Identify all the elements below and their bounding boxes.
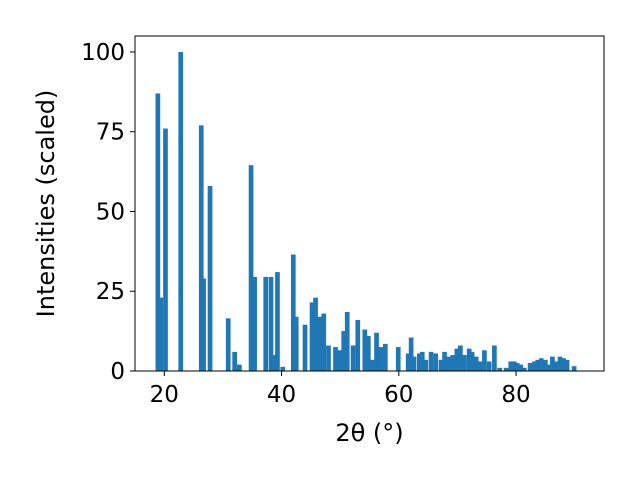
y-tick-label: 50 [96,199,125,225]
bar [535,359,541,371]
bar [321,313,327,371]
bar [382,343,388,371]
bar [423,359,429,371]
x-axis: 20 40 60 80 [150,371,531,408]
bar [438,359,444,371]
bar [178,51,184,371]
bar [275,272,280,371]
y-tick-label: 100 [81,40,125,66]
y-axis-label: Intensities (scaled) [32,90,60,318]
bar [521,367,527,371]
bar [446,356,451,371]
bar [477,361,483,371]
bar [518,364,524,371]
bar [571,366,577,371]
bar [473,356,479,371]
bar [293,316,299,371]
bar [527,363,533,371]
bar [433,353,439,371]
bar [309,302,315,371]
bar [503,367,509,371]
bar [163,128,168,371]
y-tick-label: 25 [96,279,125,305]
bar [158,297,164,371]
bar [252,276,257,371]
bar [408,337,414,371]
bar [280,366,286,371]
bar [237,364,242,371]
bar [466,348,472,371]
bar [333,347,338,371]
bar [411,356,417,371]
bar [546,364,552,371]
bar [350,345,356,371]
bar [419,351,425,371]
bar [561,358,566,371]
bar [416,353,422,371]
bar [337,350,342,371]
bar [482,350,487,371]
bar [378,347,383,371]
bar [531,361,537,371]
bar [248,165,254,371]
x-tick-label: 40 [267,382,296,408]
bar [225,318,231,371]
x-tick-label: 60 [384,382,413,408]
bars [155,51,577,372]
bar [543,359,548,371]
bar [442,351,447,371]
bar [313,297,318,371]
x-axis-label: 2θ (°) [335,419,403,447]
bar [492,345,497,371]
bar [395,347,401,371]
bar [370,359,375,371]
bar [557,356,563,371]
x-tick-label: 20 [150,382,179,408]
bar [564,359,570,371]
bar [344,311,350,371]
bar [550,356,555,371]
bar [268,276,274,371]
bar [290,254,296,371]
bar [497,367,502,371]
bar [450,355,456,371]
bar [362,329,368,371]
bar [263,276,269,371]
x-tick-label: 80 [501,382,530,408]
y-tick-label: 75 [96,120,125,146]
bar [155,93,161,372]
bar [198,125,204,371]
bar [462,355,467,371]
bar [508,361,514,371]
bar [553,361,559,371]
bar [514,363,520,371]
bar [365,335,371,371]
bar [201,278,206,371]
bar [232,351,238,371]
bar [428,351,434,371]
bar [486,361,492,371]
bar [317,316,323,371]
bar [341,331,347,371]
bar [469,351,475,371]
bar [454,348,460,371]
bar [458,345,463,371]
bar [355,319,361,371]
bar [207,185,213,371]
bar [271,355,277,371]
bar [405,353,411,371]
bar [302,324,308,371]
bar [374,332,379,371]
bar [326,345,331,371]
bar [538,358,544,371]
bar [511,361,517,371]
plot-frame [134,35,605,372]
y-tick-label: 0 [110,359,125,385]
y-axis: 0 25 50 75 100 [81,40,135,385]
